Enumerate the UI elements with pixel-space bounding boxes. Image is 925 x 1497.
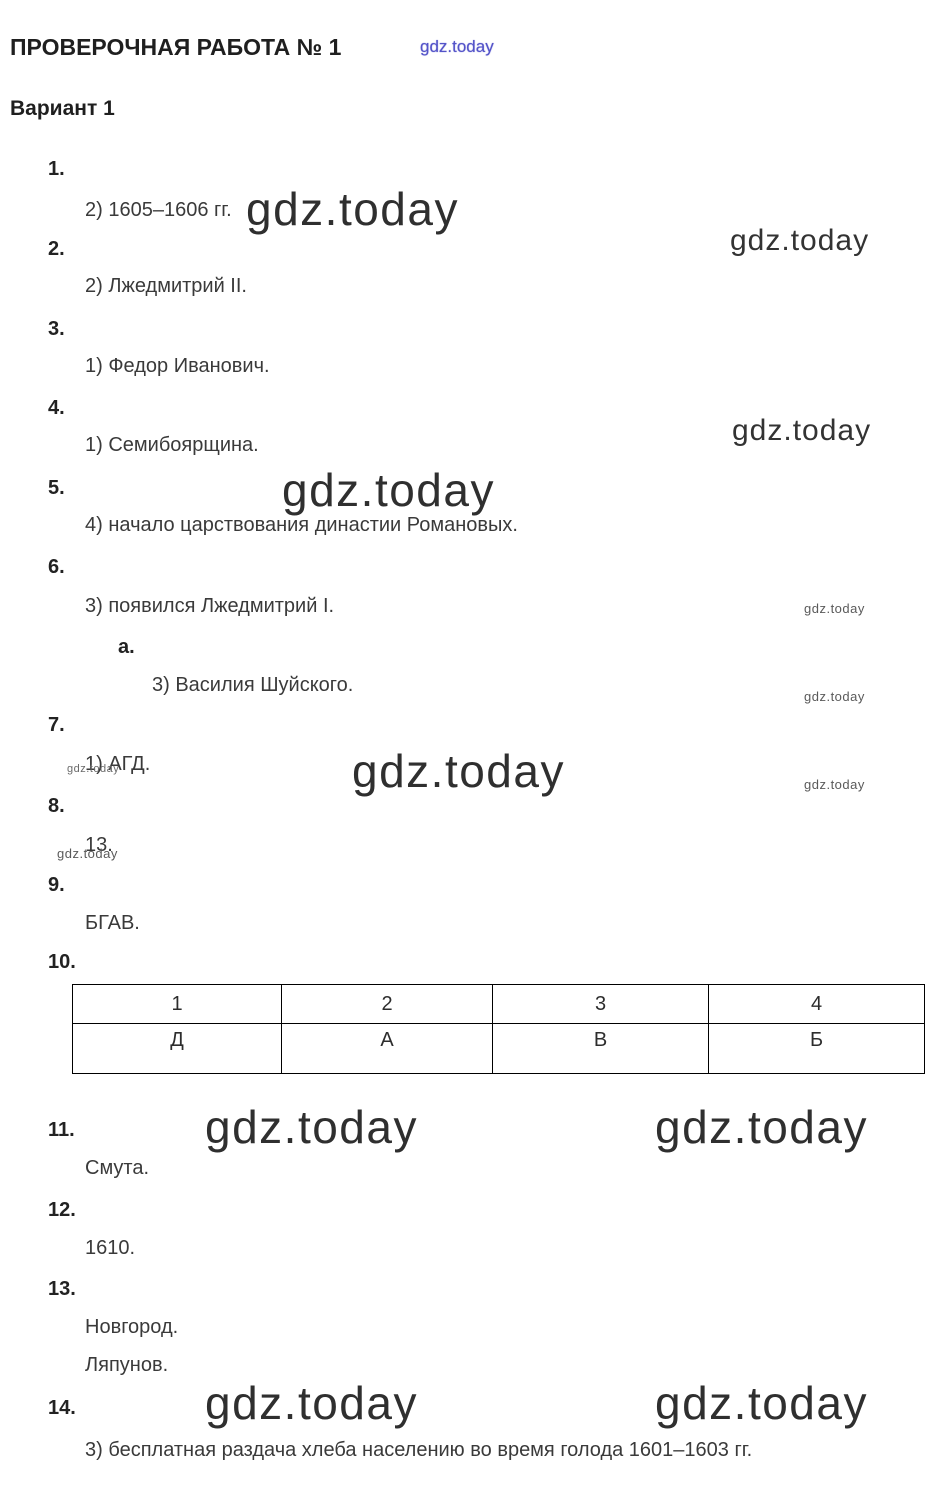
item-5-answer: 4) начало царствования династии Романовы… [85, 514, 518, 536]
item-1-answer: 2) 1605–1606 гг. [85, 199, 232, 221]
answer-table: 1 2 3 4 Д А В Б [72, 984, 925, 1074]
item-9-number: 9. [48, 874, 65, 896]
item-6-answer: 3) появился Лжедмитрий I. [85, 595, 335, 617]
item-13-number: 13. [48, 1278, 76, 1300]
item-6a-answer: 3) Василия Шуйского. [152, 674, 354, 696]
item-11-answer: Смута. [85, 1157, 150, 1179]
item-4-answer: 1) Семибоярщина. [85, 434, 259, 456]
item-10-number: 10. [48, 951, 76, 973]
item-6a-label: а. [118, 636, 135, 658]
item-3-number: 3. [48, 318, 65, 340]
table-value-cell: В [492, 1023, 709, 1074]
item-3-answer: 1) Федор Иванович. [85, 355, 270, 377]
item-2-number: 2. [48, 238, 65, 260]
table-header-cell: 1 [72, 984, 282, 1024]
table-header-cell: 2 [281, 984, 493, 1024]
item-2-answer: 2) Лжедмитрий II. [85, 275, 247, 297]
watermark-gdz-today: gdz.today [804, 777, 865, 792]
document-page: ПРОВЕРОЧНАЯ РАБОТА № 1 Вариант 1 1. 2) 1… [0, 34, 925, 1462]
item-11-number: 11. [48, 1119, 75, 1141]
item-9-answer: БГАВ. [85, 912, 140, 934]
answer-table-header-row: 1 2 3 4 [72, 984, 925, 1024]
item-13-answer-2: Ляпунов. [85, 1354, 169, 1376]
item-5-number: 5. [48, 477, 65, 499]
item-13-answer-1: Новгород. [85, 1316, 179, 1338]
table-value-cell: Б [708, 1023, 925, 1074]
item-12-answer: 1610. [85, 1237, 136, 1259]
page-title: ПРОВЕРОЧНАЯ РАБОТА № 1 [10, 34, 342, 60]
table-header-cell: 3 [492, 984, 709, 1024]
item-4-number: 4. [48, 397, 65, 419]
table-value-cell: А [281, 1023, 493, 1074]
variant-heading: Вариант 1 [10, 97, 115, 120]
item-7-number: 7. [48, 714, 65, 736]
item-6-number: 6. [48, 556, 65, 578]
item-8-answer: 13. [85, 834, 113, 856]
table-header-cell: 4 [708, 984, 925, 1024]
item-7-answer: 1) АГД. [85, 753, 151, 775]
item-1-number: 1. [48, 158, 65, 180]
item-8-number: 8. [48, 795, 65, 817]
item-14-answer: 3) бесплатная раздача хлеба населению во… [85, 1439, 753, 1461]
answer-table-value-row: Д А В Б [72, 1023, 925, 1074]
item-12-number: 12. [48, 1199, 76, 1221]
table-value-cell: Д [72, 1023, 282, 1074]
item-14-number: 14. [48, 1397, 76, 1419]
